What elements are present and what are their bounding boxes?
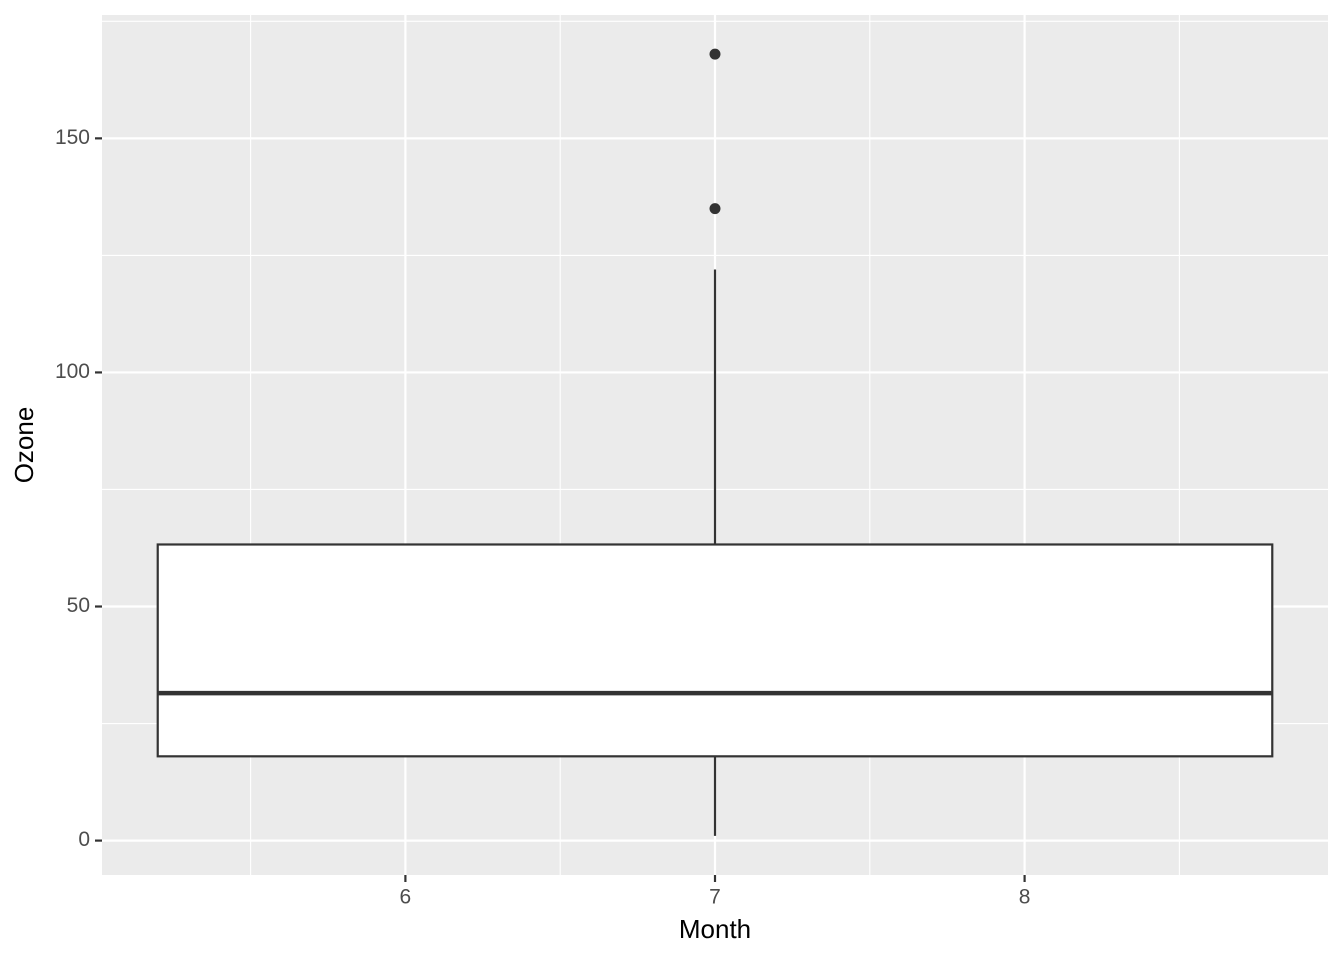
box xyxy=(156,543,1274,758)
x-tick-label: 8 xyxy=(1019,886,1031,909)
y-axis-title: Ozone xyxy=(9,407,39,484)
outlier xyxy=(709,203,721,215)
y-tick-label: 50 xyxy=(67,594,90,617)
outlier xyxy=(709,48,721,60)
x-axis-title: Month xyxy=(679,914,751,944)
y-tick-label: 0 xyxy=(78,828,90,851)
y-tick-label: 100 xyxy=(55,360,90,383)
x-tick-label: 6 xyxy=(400,886,412,909)
y-tick-label: 150 xyxy=(55,126,90,149)
x-tick-label: 7 xyxy=(709,886,721,909)
